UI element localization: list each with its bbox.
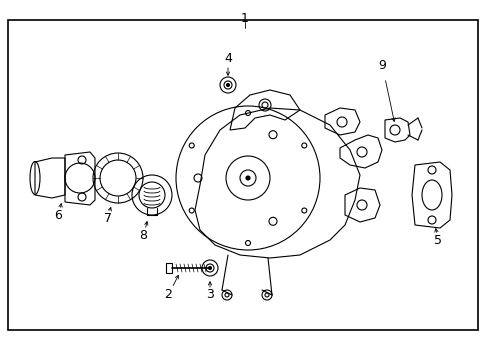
Circle shape (226, 84, 229, 86)
Circle shape (209, 266, 212, 270)
Text: 9: 9 (378, 59, 386, 72)
Bar (8, 20, 478, 330)
Text: 1: 1 (241, 12, 249, 24)
Circle shape (246, 176, 250, 180)
Text: 3: 3 (206, 288, 214, 302)
Text: 5: 5 (434, 234, 442, 247)
Text: 8: 8 (139, 229, 147, 242)
Text: 4: 4 (224, 51, 232, 64)
Text: 7: 7 (104, 212, 112, 225)
Bar (166, 263, 172, 273)
Text: 6: 6 (54, 208, 62, 221)
Text: 2: 2 (164, 288, 172, 302)
